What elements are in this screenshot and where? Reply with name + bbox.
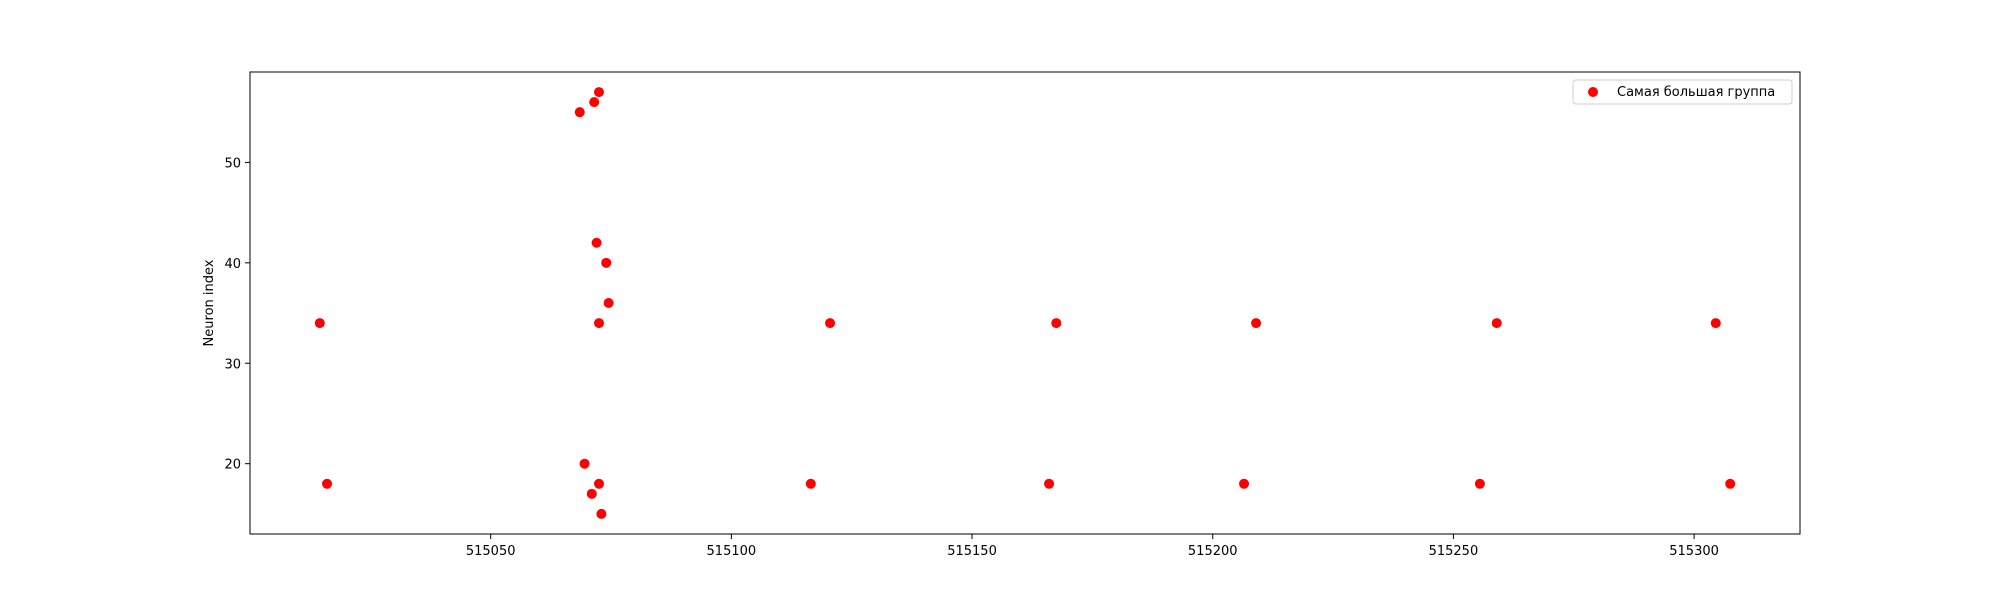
- legend-marker: [1588, 87, 1598, 97]
- data-point: [593, 478, 604, 489]
- y-tick-label: 20: [224, 458, 241, 473]
- data-point: [805, 478, 816, 489]
- data-point: [825, 318, 836, 329]
- data-point: [586, 488, 597, 499]
- legend-box: [1572, 79, 1793, 105]
- y-tick-label: 40: [224, 257, 241, 272]
- data-point: [591, 237, 602, 248]
- y-axis-label: Neuron index: [202, 259, 217, 346]
- legend: Самая большая группа: [1572, 79, 1793, 105]
- data-point: [1710, 318, 1721, 329]
- plot-frame: [249, 71, 1801, 535]
- data-point: [574, 107, 585, 118]
- data-point: [1051, 318, 1062, 329]
- data-points: [314, 87, 1736, 519]
- data-point: [1044, 478, 1055, 489]
- data-point: [589, 97, 600, 108]
- data-point: [1491, 318, 1502, 329]
- data-point: [322, 478, 333, 489]
- x-tick-label: 515200: [1188, 544, 1238, 559]
- data-point: [314, 318, 325, 329]
- data-point: [579, 458, 590, 469]
- x-tick-label: 515300: [1669, 544, 1719, 559]
- y-axis: 20 30 40 50: [224, 156, 250, 473]
- data-point: [593, 318, 604, 329]
- legend-label: Самая большая группа: [1617, 85, 1775, 100]
- data-point: [1725, 478, 1736, 489]
- plot-area: [250, 72, 1800, 534]
- data-point: [1239, 478, 1250, 489]
- x-tick-label: 515250: [1429, 544, 1479, 559]
- data-point: [601, 257, 612, 268]
- data-point: [1251, 318, 1262, 329]
- x-tick-label: 515150: [947, 544, 997, 559]
- data-point: [1474, 478, 1485, 489]
- y-tick-label: 30: [224, 357, 241, 372]
- x-axis: 515050 515100 515150 515200 515250 515300: [466, 534, 1719, 559]
- data-point: [596, 508, 607, 519]
- y-tick-label: 50: [224, 156, 241, 171]
- x-tick-label: 515100: [707, 544, 757, 559]
- data-point: [603, 298, 614, 308]
- data-point: [593, 87, 604, 98]
- x-tick-label: 515050: [466, 544, 516, 559]
